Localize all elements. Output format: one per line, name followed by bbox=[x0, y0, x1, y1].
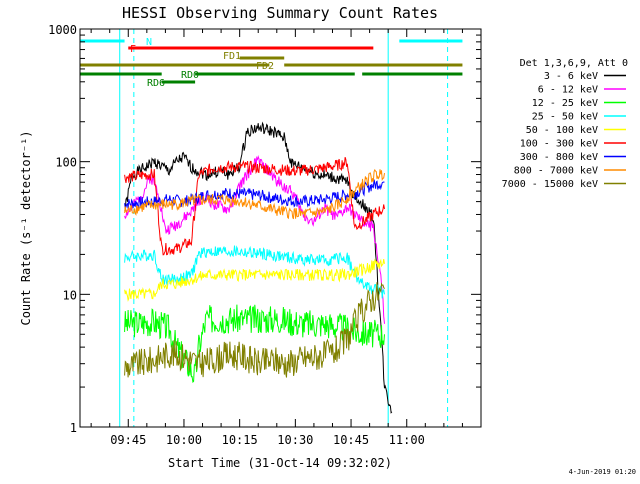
series-line-6-12-kev bbox=[124, 154, 385, 324]
series-line-300-800-kev bbox=[124, 179, 385, 211]
legend-label-12-25-kev: 12 - 25 keV bbox=[532, 98, 598, 109]
legend-label-7000-15000-kev: 7000 - 15000 keV bbox=[502, 179, 598, 190]
x-axis-label: Start Time (31-Oct-14 09:32:02) bbox=[168, 456, 392, 470]
legend-label-6-12-kev: 6 - 12 keV bbox=[538, 85, 598, 96]
x-tick-label: 10:15 bbox=[222, 433, 258, 447]
y-tick-label: 100 bbox=[55, 156, 77, 170]
legend-label-25-50-kev: 25 - 50 keV bbox=[532, 112, 598, 123]
series-line-100-300-kev bbox=[124, 157, 385, 256]
legend-label-3-6-kev: 3 - 6 keV bbox=[544, 71, 598, 82]
legend-label-100-300-kev: 100 - 300 keV bbox=[520, 139, 598, 150]
series-line-12-25-kev bbox=[124, 304, 385, 383]
x-tick-label: 10:00 bbox=[166, 433, 202, 447]
annotation-label-rd6: RD6 bbox=[147, 78, 165, 89]
plot-frame bbox=[79, 28, 482, 428]
legend-label-300-800-kev: 300 - 800 keV bbox=[520, 152, 598, 163]
series-line-25-50-kev bbox=[124, 245, 385, 299]
footer-date: 4-Jun-2019 01:20 bbox=[569, 468, 636, 476]
legend-title: Det 1,3,6,9, Att 0 bbox=[520, 58, 628, 69]
x-tick-label: 11:00 bbox=[389, 433, 425, 447]
x-tick-label: 09:45 bbox=[110, 433, 146, 447]
annotation-label-rd0: RD0 bbox=[181, 70, 199, 81]
chart-title: HESSI Observing Summary Count Rates bbox=[122, 4, 438, 22]
series-line-800-7000-kev bbox=[124, 168, 385, 220]
annotation-label-f: F bbox=[130, 44, 136, 55]
y-axis-label: Count Rate (s⁻¹ detector⁻¹) bbox=[19, 130, 33, 325]
annotation-label-fd2: FD2 bbox=[256, 61, 274, 72]
legend-label-800-7000-kev: 800 - 7000 keV bbox=[514, 166, 598, 177]
series-line-3-6-kev bbox=[124, 121, 393, 414]
y-tick-label: 1 bbox=[70, 421, 77, 435]
y-tick-label: 1000 bbox=[48, 23, 77, 37]
y-tick-label: 10 bbox=[63, 288, 77, 302]
annotation-label-n: N bbox=[146, 37, 152, 48]
x-tick-label: 10:30 bbox=[277, 433, 313, 447]
annotation-label-fd1: FD1 bbox=[223, 51, 241, 62]
series-line-50-100-kev bbox=[124, 258, 385, 302]
legend-label-50-100-kev: 50 - 100 keV bbox=[526, 125, 598, 136]
x-tick-label: 10:45 bbox=[333, 433, 369, 447]
series-line-7000-15000-kev bbox=[124, 282, 385, 378]
